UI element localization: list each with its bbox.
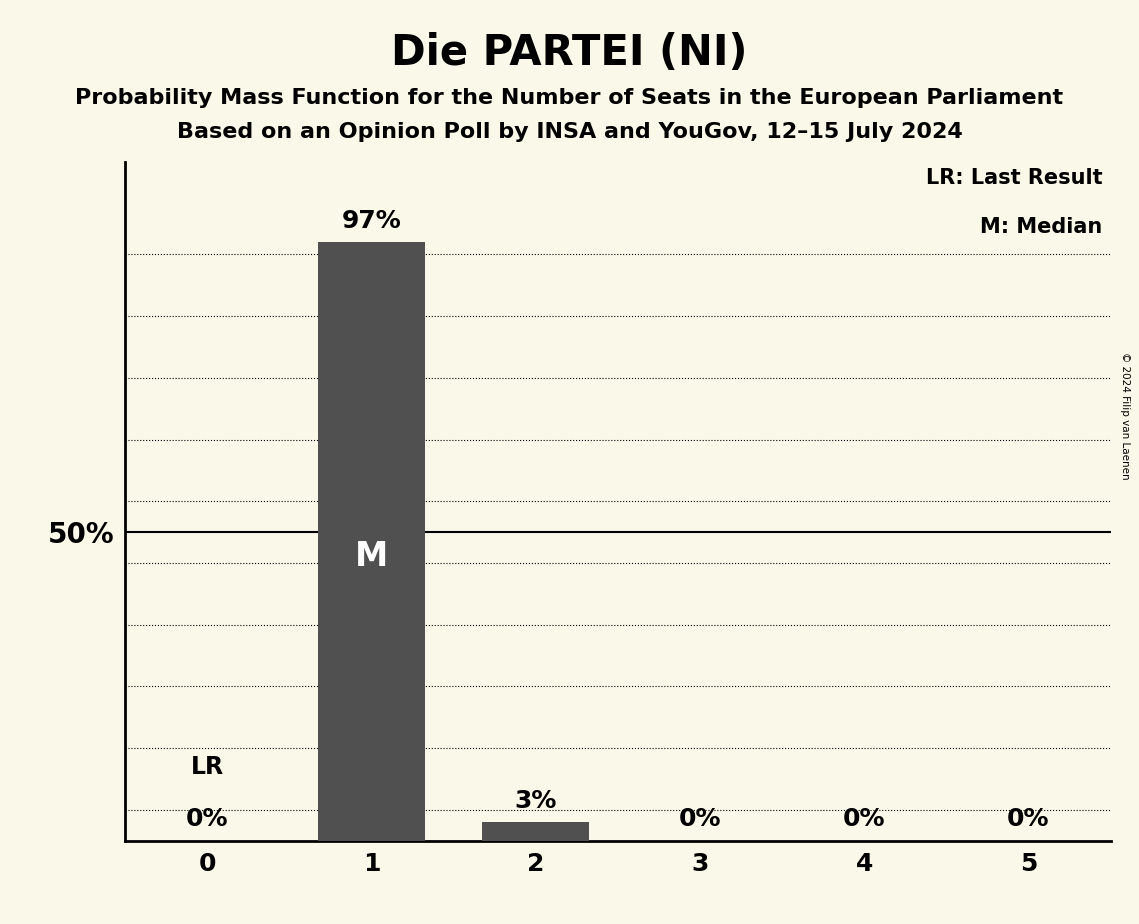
Text: 0%: 0% xyxy=(843,808,885,832)
Text: M: Median: M: Median xyxy=(980,217,1103,237)
Text: 0%: 0% xyxy=(1007,808,1050,832)
Text: © 2024 Filip van Laenen: © 2024 Filip van Laenen xyxy=(1121,352,1130,480)
Text: M: M xyxy=(355,541,388,573)
Text: Die PARTEI (NI): Die PARTEI (NI) xyxy=(392,32,747,74)
Text: 0%: 0% xyxy=(679,808,721,832)
Bar xyxy=(318,242,425,841)
Text: 3%: 3% xyxy=(515,789,557,813)
Text: Probability Mass Function for the Number of Seats in the European Parliament: Probability Mass Function for the Number… xyxy=(75,88,1064,108)
Bar xyxy=(483,822,589,841)
Text: 97%: 97% xyxy=(342,209,401,233)
Text: LR: LR xyxy=(191,755,224,779)
Text: 0%: 0% xyxy=(186,808,229,832)
Text: Based on an Opinion Poll by INSA and YouGov, 12–15 July 2024: Based on an Opinion Poll by INSA and You… xyxy=(177,122,962,142)
Text: LR: Last Result: LR: Last Result xyxy=(926,168,1103,188)
